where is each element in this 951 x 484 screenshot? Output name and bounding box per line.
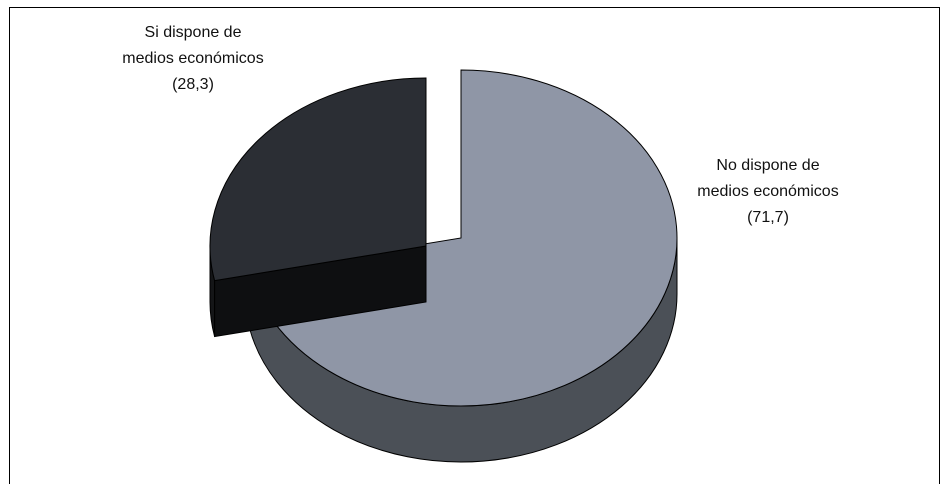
pie-slice-0 bbox=[248, 69, 678, 407]
slice-label-1: Si dispone de medios económicos (28,3) bbox=[122, 24, 263, 93]
pie-slice-1 bbox=[209, 77, 427, 282]
slice-label-0: No dispone de medios económicos (71,7) bbox=[697, 157, 838, 226]
